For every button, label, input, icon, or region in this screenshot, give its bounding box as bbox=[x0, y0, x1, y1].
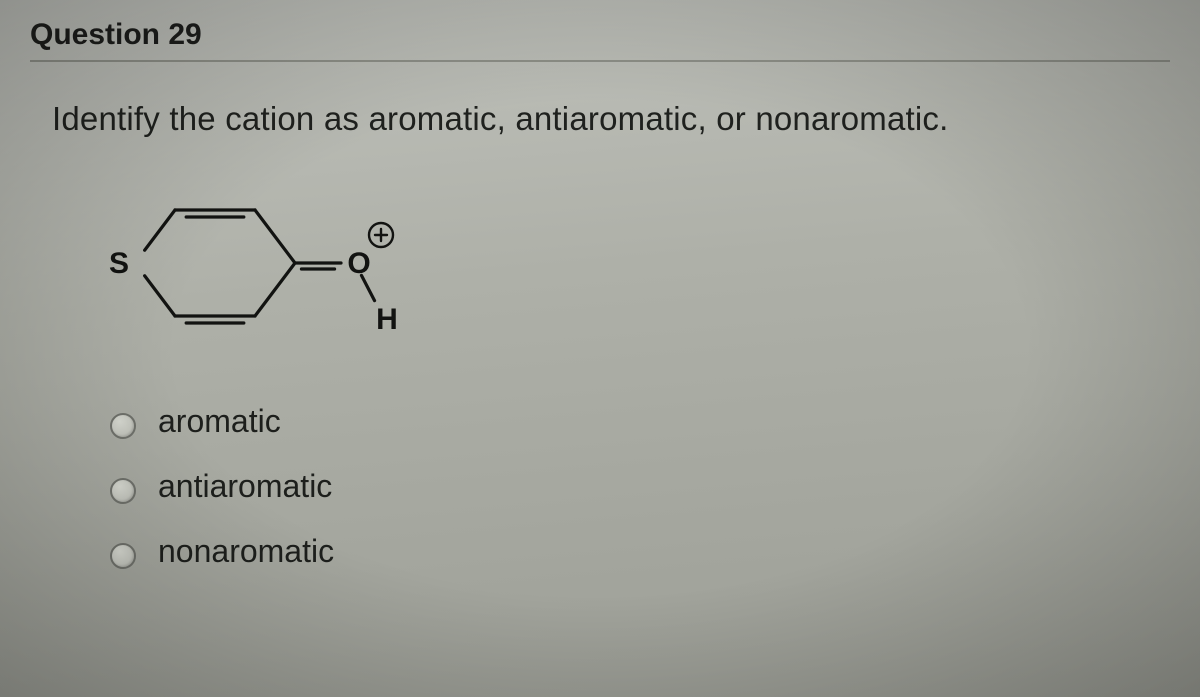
question-prompt: Identify the cation as aromatic, antiaro… bbox=[52, 100, 1170, 138]
option-label: aromatic bbox=[158, 403, 281, 440]
svg-text:O: O bbox=[347, 247, 370, 280]
svg-text:S: S bbox=[109, 247, 129, 280]
radio-icon[interactable] bbox=[110, 543, 136, 569]
option-nonaromatic[interactable]: nonaromatic bbox=[110, 533, 1170, 570]
radio-icon[interactable] bbox=[110, 478, 136, 504]
option-label: antiaromatic bbox=[158, 468, 332, 505]
radio-icon[interactable] bbox=[110, 413, 136, 439]
answer-options: aromatic antiaromatic nonaromatic bbox=[110, 403, 1170, 570]
option-antiaromatic[interactable]: antiaromatic bbox=[110, 468, 1170, 505]
option-aromatic[interactable]: aromatic bbox=[110, 403, 1170, 440]
question-header: Question 29 bbox=[30, 18, 1170, 62]
option-label: nonaromatic bbox=[158, 533, 334, 570]
svg-text:H: H bbox=[376, 303, 398, 336]
chemical-structure: OH S bbox=[100, 168, 1170, 363]
